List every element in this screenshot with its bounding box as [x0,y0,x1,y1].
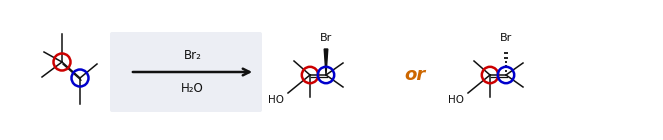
Text: HO: HO [448,95,464,105]
Text: H₂O: H₂O [181,82,204,95]
Text: Br₂: Br₂ [184,49,202,62]
Text: HO: HO [268,95,284,105]
Polygon shape [324,49,328,75]
Text: Br: Br [320,33,332,43]
FancyBboxPatch shape [110,32,262,112]
Text: Br: Br [500,33,512,43]
Text: or: or [404,66,426,84]
